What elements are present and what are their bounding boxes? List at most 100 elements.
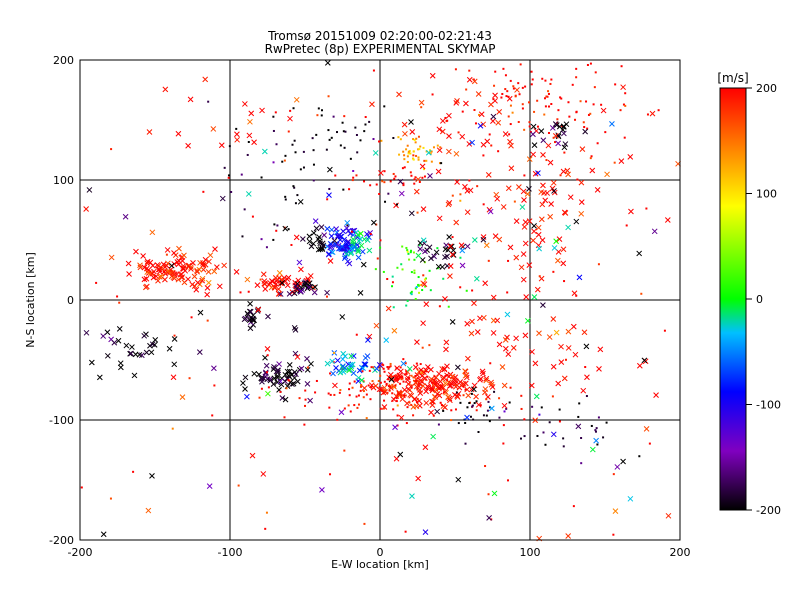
data-point-cross: [555, 380, 562, 387]
data-point-dot: [580, 462, 583, 465]
data-point-dot: [265, 511, 268, 514]
data-point-cross: [355, 374, 362, 381]
data-point-dot: [436, 267, 439, 270]
data-point-cross: [540, 152, 546, 158]
data-point-dot: [368, 120, 371, 123]
data-point-cross: [290, 380, 297, 387]
data-point-cross: [489, 384, 496, 390]
data-point-cross: [317, 246, 324, 253]
data-point-dot: [405, 148, 408, 151]
data-point-dot: [410, 384, 413, 387]
data-point-dot: [446, 379, 449, 382]
data-point-dot: [327, 129, 330, 132]
data-point-cross: [210, 126, 217, 132]
data-point-dot: [326, 198, 329, 201]
data-point-cross: [111, 339, 118, 346]
data-point-dot: [523, 435, 526, 438]
data-point-cross: [415, 176, 422, 183]
data-point-cross: [234, 136, 240, 143]
data-point-cross: [542, 197, 549, 204]
data-point-dot: [422, 146, 425, 149]
data-point-cross: [530, 151, 537, 158]
data-point-cross: [490, 330, 497, 336]
data-point-cross: [126, 271, 132, 277]
data-point-dot: [623, 136, 626, 139]
data-point-cross: [293, 234, 300, 241]
data-point-dot: [544, 105, 547, 108]
data-point-dot: [339, 144, 342, 147]
data-point-dot: [412, 138, 415, 141]
data-point-cross: [282, 278, 289, 284]
data-point-cross: [551, 245, 558, 251]
data-point-dot: [476, 185, 479, 188]
data-point-cross: [402, 130, 408, 137]
data-point-dot: [336, 418, 339, 421]
data-point-dot: [440, 404, 443, 407]
data-point-cross: [304, 355, 310, 362]
data-point-cross: [550, 179, 557, 186]
data-point-cross: [387, 371, 394, 378]
data-point-dot: [523, 128, 526, 131]
data-point-cross: [516, 184, 522, 190]
data-point-cross: [486, 515, 492, 521]
data-point-dot: [346, 224, 349, 227]
data-point-dot: [325, 295, 328, 298]
data-point-dot: [213, 384, 216, 387]
data-point-cross: [204, 285, 211, 291]
data-point-cross: [143, 275, 150, 282]
data-point-dot: [524, 85, 527, 88]
data-point-dot: [246, 153, 249, 156]
data-point-cross: [520, 276, 527, 283]
data-point-dot: [507, 479, 510, 482]
data-point-dot: [422, 274, 425, 277]
data-point-cross: [562, 210, 569, 216]
data-point-dot: [517, 82, 520, 85]
data-point-dot: [454, 68, 457, 71]
data-point-cross: [536, 245, 543, 252]
data-point-cross: [580, 387, 587, 394]
data-point-cross: [409, 493, 415, 499]
data-point-dot: [459, 286, 462, 289]
data-point-cross: [242, 374, 249, 381]
data-point-cross: [277, 378, 284, 385]
data-point-cross: [308, 243, 315, 250]
colorbar: [719, 87, 747, 511]
y-tick-label: 200: [53, 54, 74, 67]
data-point-dot: [227, 176, 230, 179]
data-point-dot: [406, 250, 409, 253]
data-point-dot: [259, 278, 262, 281]
data-point-dot: [403, 158, 406, 161]
data-point-cross: [464, 320, 471, 327]
data-point-dot: [361, 370, 364, 373]
data-point-cross: [365, 337, 371, 343]
data-point-cross: [419, 257, 426, 263]
data-point-dot: [521, 103, 524, 106]
data-point-cross: [560, 260, 567, 267]
data-point-dot: [482, 203, 485, 206]
data-point-dot: [464, 388, 467, 391]
data-point-dot: [396, 266, 399, 269]
data-point-dot: [488, 420, 491, 423]
data-point-cross: [480, 121, 487, 128]
data-point-cross: [100, 531, 107, 538]
data-point-cross: [327, 166, 333, 173]
data-point-cross: [340, 369, 347, 375]
data-point-dot: [418, 148, 421, 151]
data-point-dot: [468, 69, 471, 72]
data-point-cross: [530, 123, 537, 130]
data-point-cross: [578, 199, 585, 205]
data-point-dot: [551, 395, 554, 398]
data-point-cross: [96, 374, 103, 381]
data-point-dot: [357, 394, 360, 397]
data-point-dot: [439, 146, 442, 149]
data-point-cross: [274, 374, 281, 381]
data-point-cross: [579, 146, 586, 152]
data-point-cross: [206, 258, 212, 265]
data-point-dot: [342, 188, 345, 191]
data-point-dot: [523, 174, 526, 177]
data-point-cross: [643, 426, 650, 432]
data-point-dot: [596, 443, 599, 446]
data-point-dot: [109, 497, 112, 500]
data-point-dot: [378, 192, 381, 195]
